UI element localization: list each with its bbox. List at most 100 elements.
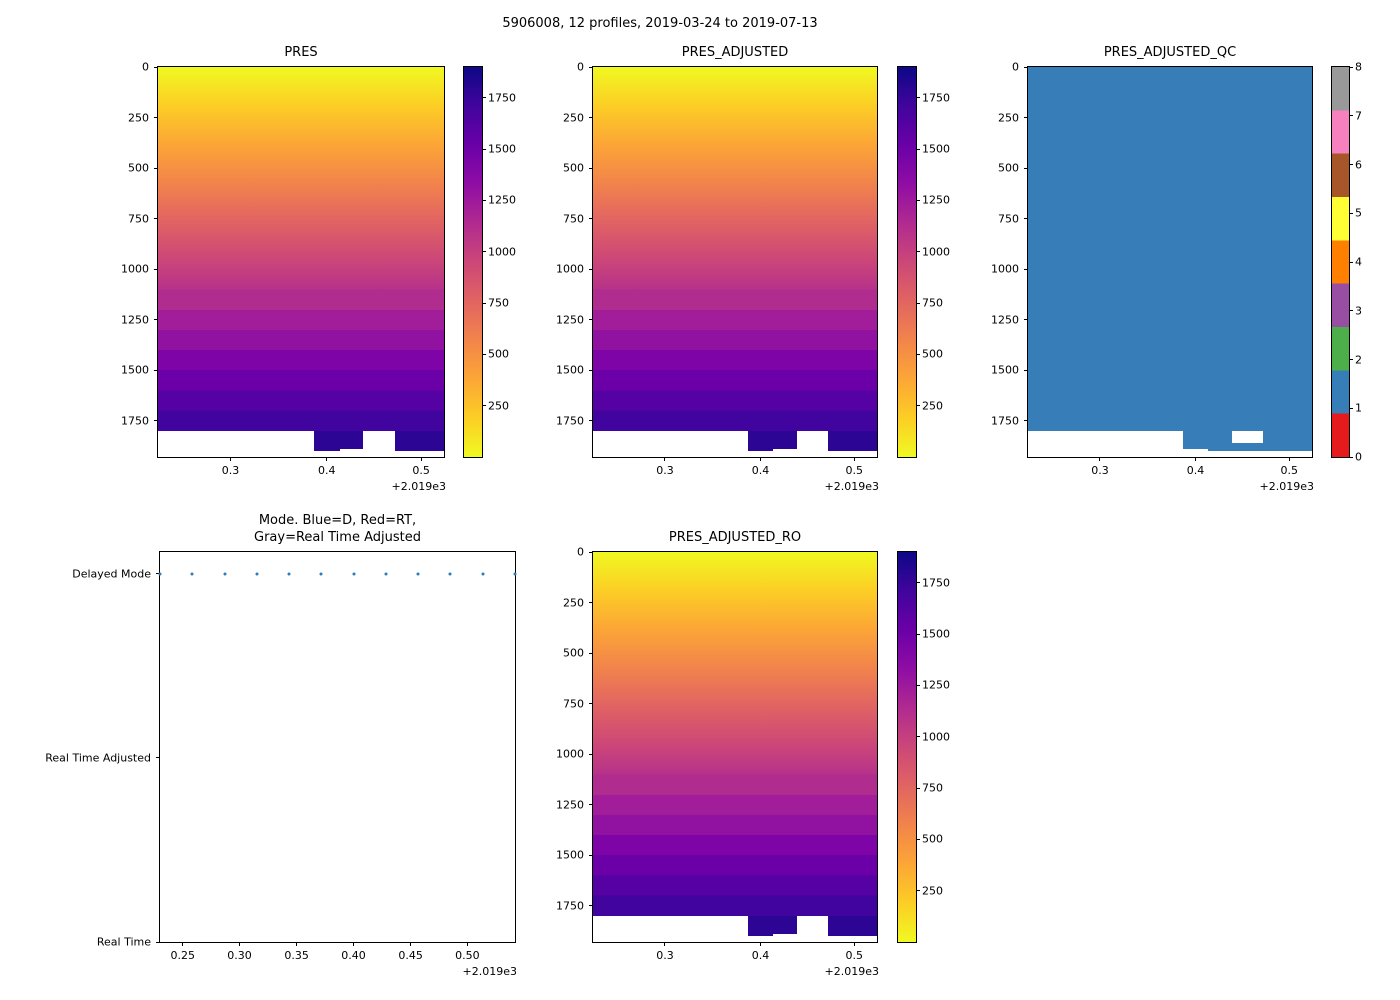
mode-x-tick-mark	[239, 942, 241, 946]
colorbar-tick-mark	[916, 787, 920, 789]
y-tick-mark	[589, 652, 593, 654]
colorbar-tick-mark	[482, 353, 486, 355]
mode-y-tick-label: Real Time	[96, 935, 151, 949]
colorbar-tick-label: 500	[922, 347, 943, 361]
y-tick-label: 1250	[556, 313, 584, 327]
deep-cells-b	[395, 430, 444, 451]
y-tick-mark	[589, 268, 593, 270]
y-tick-mark	[589, 66, 593, 68]
x-tick-mark	[664, 457, 666, 461]
y-tick-label: 500	[128, 161, 149, 175]
delayed-mode-dot	[255, 572, 259, 576]
y-tick-mark	[589, 420, 593, 422]
y-tick-label: 1500	[556, 848, 584, 862]
y-tick-label: 250	[563, 596, 584, 609]
colorbar-tick-label: 1250	[922, 678, 950, 692]
colorbar-tick-label: 250	[922, 399, 943, 413]
colorbar-tick-mark	[916, 302, 920, 304]
y-tick-label: 0	[577, 60, 584, 74]
colorbar-tick-label: 1000	[922, 245, 950, 259]
y-tick-label: 1750	[991, 414, 1019, 428]
y-tick-label: 500	[563, 646, 584, 660]
delayed-mode-dot	[481, 572, 485, 576]
x-axis-offset-label: +2.019e3	[1259, 480, 1314, 493]
colorbar-tick-label: 500	[488, 347, 509, 361]
pres-adjusted-title: PRES_ADJUSTED	[681, 45, 789, 60]
y-tick-mark	[589, 167, 593, 169]
pres-colorbar: 1750 1500 1250 1000 750 500 250	[463, 66, 516, 458]
colorbar-tick-label: 1750	[488, 91, 516, 105]
pres-heatmap-axes: 0 250 500 750 1000 1250 1500 1750 0.3 0.4 0.5 +2.01…	[121, 61, 446, 494]
y-tick-mark	[154, 66, 158, 68]
colorbar-tick-mark	[916, 97, 920, 99]
x-axis-offset-label: +2.019e3	[824, 480, 879, 493]
y-tick-mark	[589, 551, 593, 553]
colorbar-tick-label: 1750	[922, 576, 950, 590]
qc-colorbar-tick-label: 4	[1355, 255, 1362, 269]
pres-adjusted-colorbar: 1750 1500 1250 1000 750 500 250	[897, 66, 950, 458]
colorbar-tick-mark	[482, 148, 486, 150]
y-tick-mark	[154, 268, 158, 270]
y-tick-label: 1750	[121, 414, 149, 428]
y-tick-mark	[589, 369, 593, 371]
mode-x-tick-label: 0.45	[398, 949, 423, 962]
x-tick-mark	[853, 457, 855, 461]
x-tick-mark	[664, 942, 666, 946]
qc-colorbar-tick-mark	[1349, 66, 1353, 68]
missing-bottom-notch	[773, 448, 797, 451]
mode-y-tick-mark	[156, 941, 160, 943]
colorbar-tick-mark	[916, 736, 920, 738]
y-tick-label: 0	[142, 60, 149, 74]
colorbar-tick-mark	[916, 148, 920, 150]
y-tick-label: 1250	[121, 313, 149, 327]
pres-adjusted-qc-heatmap-axes: 0 250 500 750 1000 1250 1500 1750 0.3 0.4 0.5 +2.01…	[991, 61, 1314, 494]
x-tick-label: 0.5	[412, 464, 430, 477]
mode-x-tick-label: 0.40	[341, 949, 366, 962]
y-tick-mark	[154, 167, 158, 169]
mode-scatter-axes: Delayed Mode Real Time Adjusted Real Time 0…	[45, 551, 517, 978]
deepest-levels-strip	[593, 915, 877, 936]
x-tick-mark	[230, 457, 231, 461]
delayed-mode-dot	[190, 572, 194, 576]
colorbar-tick-label: 1000	[922, 730, 950, 744]
qc-colorbar-tick-mark	[1349, 212, 1353, 214]
x-axis-offset-label: +2.019e3	[824, 965, 879, 978]
deepest-levels-strip	[593, 430, 877, 451]
y-tick-mark	[154, 369, 158, 371]
y-tick-mark	[1024, 420, 1028, 422]
mode-y-tick-mark	[156, 757, 160, 759]
y-tick-label: 1000	[556, 262, 584, 276]
x-tick-label: 0.3	[221, 464, 240, 477]
mode-x-tick-mark	[352, 942, 354, 946]
mode-title: Mode. Blue=D, Red=RT, Gray=Real Time Adj…	[159, 512, 516, 546]
x-tick-label: 0.4	[1186, 464, 1205, 477]
colorbar-tick-label: 1250	[922, 193, 950, 207]
colorbar-tick-mark	[916, 890, 920, 892]
mode-x-tick-label: 0.50	[455, 949, 480, 962]
colorbar-tick-label: 750	[922, 296, 943, 310]
y-tick-label: 250	[128, 111, 149, 124]
y-tick-label: 250	[563, 111, 584, 124]
mode-x-tick-mark	[466, 942, 468, 946]
y-tick-label: 1250	[556, 798, 584, 812]
y-tick-label: 1000	[121, 262, 149, 276]
deep-cells-b	[828, 430, 877, 451]
colorbar-tick-mark	[482, 302, 486, 304]
pres-adjusted-heatmap-axes: 0 250 500 750 1000 1250 1500 1750 0.3 0.4 0.5 +2.01…	[556, 61, 879, 494]
mode-title-line2: Gray=Real Time Adjusted	[254, 530, 421, 545]
x-tick-mark	[1195, 457, 1197, 461]
y-tick-label: 1250	[991, 313, 1019, 327]
deep-cells-b	[828, 915, 877, 936]
colorbar-tick-mark	[482, 251, 486, 253]
y-tick-mark	[589, 703, 593, 705]
pres-adjusted-ro-title: PRES_ADJUSTED_RO	[668, 530, 802, 545]
colorbar-tick-mark	[916, 838, 920, 840]
colorbar-tick-mark	[916, 582, 920, 584]
colorbar-tick-label: 1750	[922, 91, 950, 105]
x-tick-mark	[1099, 457, 1101, 461]
x-tick-label: 0.5	[845, 464, 864, 477]
mode-x-tick-label: 0.35	[284, 949, 309, 962]
y-tick-label: 1000	[556, 747, 584, 761]
y-tick-label: 1500	[121, 363, 149, 377]
y-tick-label: 750	[563, 697, 584, 711]
